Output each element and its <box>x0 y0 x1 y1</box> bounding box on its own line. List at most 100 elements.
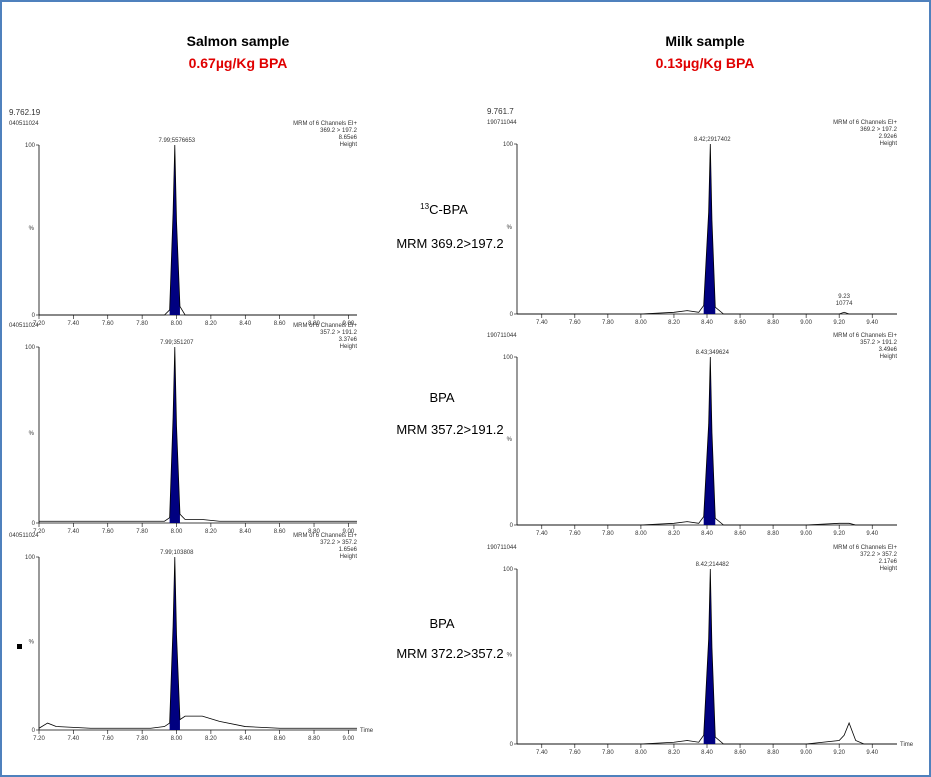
channel: MRM of 6 Channels EI+ <box>833 545 897 551</box>
sample-id: 190711044 <box>487 120 517 126</box>
x-tick-label: 9.00 <box>343 529 355 535</box>
y-tick-label: 100 <box>25 555 36 561</box>
transition: 372.2 > 357.2 <box>860 552 898 558</box>
column-title: Milk sample <box>665 33 745 49</box>
x-tick-label: 7.60 <box>569 320 581 326</box>
x-tick-label: 8.80 <box>767 750 779 756</box>
y-tick-label: 0 <box>510 523 514 529</box>
run-label: 9.761.7 <box>487 107 514 116</box>
x-tick-label: 8.60 <box>274 529 286 535</box>
x-tick-label: 8.00 <box>171 529 183 535</box>
y-axis-label: % <box>29 431 35 437</box>
peak-label: 7.99;351207 <box>160 340 194 346</box>
peak-area <box>169 145 180 315</box>
channel: MRM of 6 Channels EI+ <box>293 121 357 127</box>
x-tick-label: 8.20 <box>205 321 217 327</box>
x-tick-label: 9.20 <box>833 320 845 326</box>
x-tick-label: 7.60 <box>102 321 114 327</box>
x-tick-label: 8.60 <box>734 320 746 326</box>
x-tick-label: 8.40 <box>701 320 713 326</box>
intensity: 1.65e6 <box>339 547 358 553</box>
y-tick-label: 100 <box>503 142 514 148</box>
y-axis-label: % <box>29 226 35 232</box>
peak-label: 7.99;5576653 <box>158 138 195 144</box>
x-tick-label: 8.00 <box>171 736 183 742</box>
trace <box>38 556 357 729</box>
channel: MRM of 6 Channels EI+ <box>293 533 357 539</box>
y-axis-label: % <box>507 653 513 659</box>
intensity: 2.17e6 <box>879 559 898 565</box>
x-tick-label: 7.40 <box>68 529 80 535</box>
x-tick-label: 8.80 <box>308 736 320 742</box>
peak-area <box>169 557 180 730</box>
x-tick-label: 8.60 <box>734 750 746 756</box>
x-tick-label: 9.40 <box>866 531 878 537</box>
peak-area <box>169 347 180 523</box>
y-axis-label: % <box>507 225 513 231</box>
x-tick-label: 9.20 <box>833 531 845 537</box>
y-tick-label: 100 <box>503 355 514 361</box>
x-tick-label: 8.20 <box>668 531 680 537</box>
x-tick-label: 7.80 <box>136 529 148 535</box>
x-tick-label: 8.60 <box>734 531 746 537</box>
x-tick-label: 7.40 <box>68 736 80 742</box>
y-tick-label: 0 <box>32 521 36 527</box>
x-tick-label: 8.20 <box>205 736 217 742</box>
channel: MRM of 6 Channels EI+ <box>833 333 897 339</box>
x-tick-label: 8.40 <box>239 321 251 327</box>
x-tick-label: 9.40 <box>866 750 878 756</box>
x-tick-label: 9.00 <box>800 320 812 326</box>
x-tick-label: 8.00 <box>635 531 647 537</box>
x-tick-label: 7.60 <box>102 529 114 535</box>
x-tick-label: 7.40 <box>536 750 548 756</box>
x-tick-label: 8.00 <box>635 750 647 756</box>
trace <box>517 143 897 315</box>
x-tick-label: 8.60 <box>274 736 286 742</box>
peak-label: 7.99;103808 <box>160 550 194 556</box>
x-tick-label: 8.40 <box>239 529 251 535</box>
intensity: 3.49e6 <box>879 347 898 353</box>
peak-area <box>703 569 716 744</box>
sample-id: 040511024 <box>9 323 39 329</box>
x-tick-label: 9.00 <box>343 321 355 327</box>
x-tick-label: 8.20 <box>668 320 680 326</box>
height-label: Height <box>340 344 358 350</box>
channel: MRM of 6 Channels EI+ <box>833 120 897 126</box>
x-tick-label: 9.00 <box>343 736 355 742</box>
trace <box>39 144 357 316</box>
artifact <box>17 644 22 649</box>
x-tick-label: 7.80 <box>602 320 614 326</box>
x-tick-label: 7.40 <box>536 320 548 326</box>
x-tick-label: 7.80 <box>136 736 148 742</box>
intensity: 3.37e6 <box>339 337 358 343</box>
y-tick-label: 0 <box>32 728 36 734</box>
x-tick-label: 7.80 <box>602 750 614 756</box>
x-tick-label: 7.80 <box>136 321 148 327</box>
x-tick-label: 7.20 <box>33 529 45 535</box>
y-tick-label: 0 <box>510 312 514 318</box>
x-tick-label: 7.80 <box>602 531 614 537</box>
y-tick-label: 100 <box>25 345 36 351</box>
minor-peak-label: 9.23 <box>838 294 850 300</box>
compound-label: 13C-BPA <box>420 202 468 217</box>
column-subtitle: 0.67µg/Kg BPA <box>189 55 288 71</box>
x-tick-label: 7.60 <box>102 736 114 742</box>
x-axis-label: Time <box>900 742 914 748</box>
y-tick-label: 100 <box>503 567 514 573</box>
x-axis-label: Time <box>360 728 374 734</box>
x-tick-label: 8.40 <box>701 750 713 756</box>
x-tick-label: 8.60 <box>274 321 286 327</box>
mrm-label: MRM 357.2>191.2 <box>396 422 503 437</box>
column-subtitle: 0.13µg/Kg BPA <box>656 55 755 71</box>
compound-label: BPA <box>429 390 454 405</box>
x-tick-label: 9.20 <box>833 750 845 756</box>
trace <box>517 568 897 745</box>
peak-label: 8.42;2917402 <box>694 137 731 143</box>
y-axis-label: % <box>29 640 35 646</box>
sample-id: 190711044 <box>487 545 517 551</box>
column-title: Salmon sample <box>187 33 290 49</box>
sample-id: 190711044 <box>487 333 517 339</box>
channel: MRM of 6 Channels EI+ <box>293 323 357 329</box>
